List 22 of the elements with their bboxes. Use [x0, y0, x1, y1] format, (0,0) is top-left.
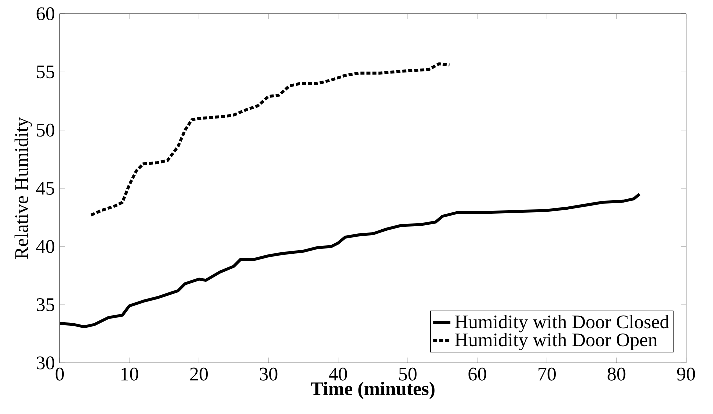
x-tick-label: 40 [329, 368, 348, 381]
x-tick-label: 80 [608, 368, 626, 381]
y-axis-title: Relative Humidity [14, 118, 32, 260]
legend-label: Humidity with Door Closed [455, 315, 670, 333]
x-tick-label: 10 [122, 368, 138, 381]
x-tick-label: 20 [190, 368, 208, 381]
legend-label: Humidity with Door Open [455, 333, 658, 351]
x-tick-label: 0 [56, 368, 64, 381]
y-tick-label: 35 [37, 298, 55, 312]
x-tick-label: 90 [677, 368, 696, 381]
x-tick-label: 70 [538, 368, 556, 381]
line-series [90, 62, 452, 217]
y-tick-label: 40 [36, 240, 55, 254]
x-tick-label: 50 [399, 368, 417, 381]
y-tick-label: 55 [37, 66, 55, 79]
x-tick-label: 60 [468, 368, 486, 381]
y-tick-label: 60 [36, 8, 55, 21]
x-axis-title: Time (minutes) [311, 382, 435, 400]
y-tick-label: 45 [36, 182, 55, 196]
y-tick-label: 30 [37, 356, 55, 370]
y-tick-label: 50 [37, 124, 55, 137]
x-tick-label: 30 [260, 368, 278, 381]
